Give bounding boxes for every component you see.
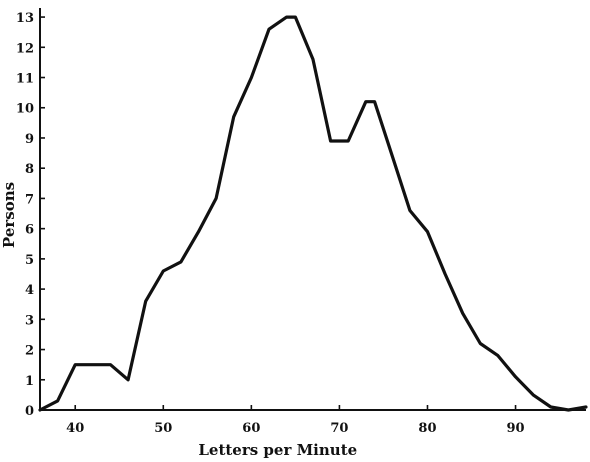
x-tick-label: 40 [66, 421, 84, 436]
y-tick-label: 13 [16, 11, 34, 26]
x-tick-label: 70 [330, 421, 348, 436]
x-tick-label: 90 [507, 421, 525, 436]
y-tick-label: 12 [16, 41, 34, 56]
x-axis-title: Letters per Minute [198, 441, 357, 459]
y-tick-label: 1 [25, 374, 34, 389]
y-tick-label: 8 [25, 162, 34, 177]
y-tick-label: 10 [16, 102, 34, 117]
x-tick-label: 60 [242, 421, 260, 436]
y-tick-label: 0 [25, 404, 34, 419]
y-tick-label: 4 [25, 283, 34, 298]
x-tick-label: 50 [154, 421, 172, 436]
x-axis-ticks: 40 50 60 70 80 90 [66, 405, 525, 436]
y-axis-title: Persons [0, 182, 18, 248]
y-tick-label: 2 [25, 344, 34, 359]
y-tick-label: 3 [25, 313, 34, 328]
y-tick-label: 6 [25, 223, 34, 238]
y-tick-label: 9 [25, 132, 34, 147]
y-tick-label: 7 [25, 192, 34, 207]
y-tick-label: 5 [25, 253, 34, 268]
y-tick-label: 11 [16, 72, 34, 87]
persons-line [38, 15, 588, 412]
x-tick-label: 80 [418, 421, 436, 436]
